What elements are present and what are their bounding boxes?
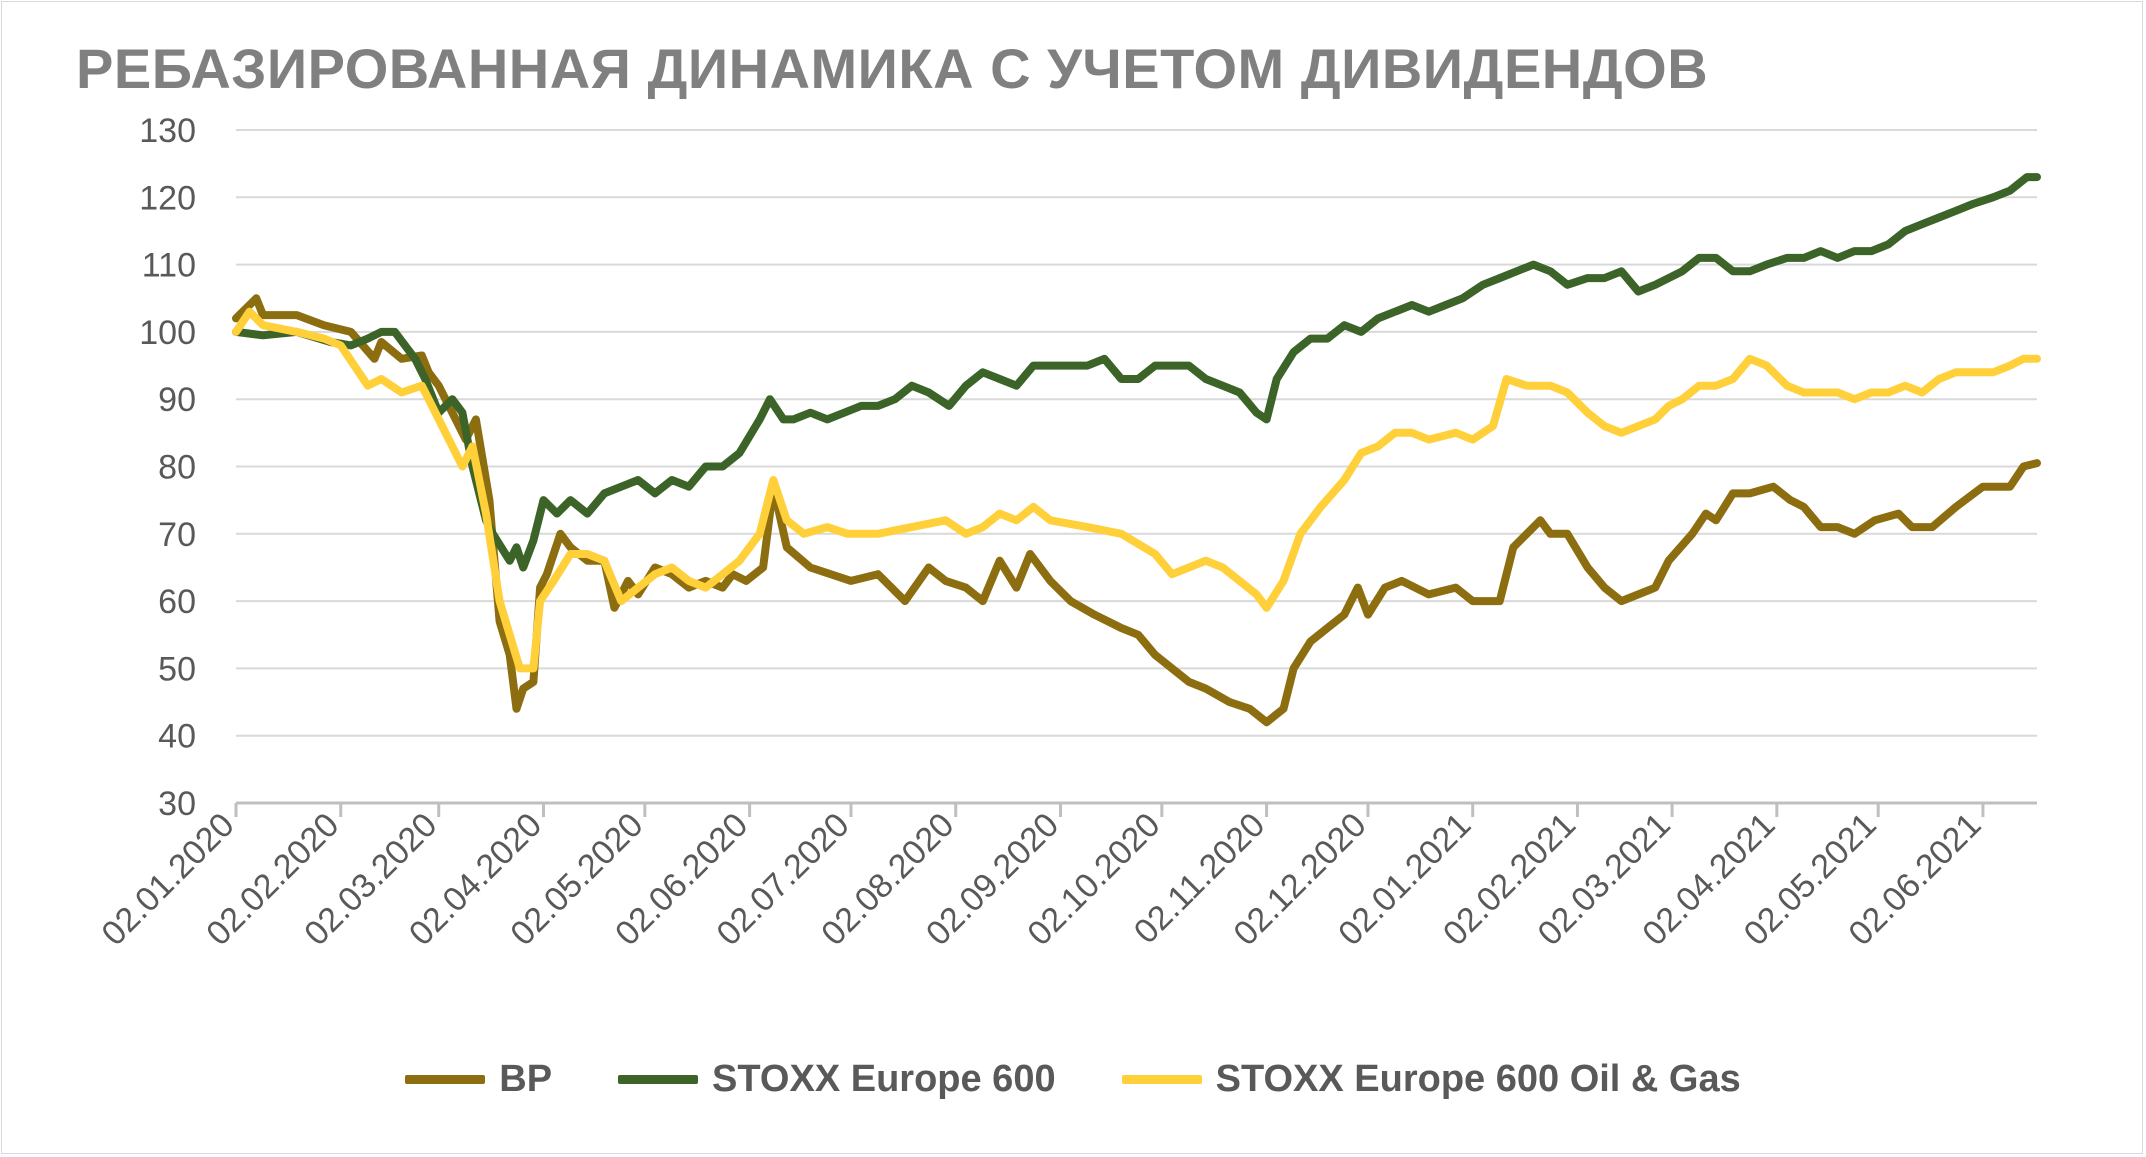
x-tick-labels: 02.01.202002.02.202002.03.202002.04.2020… xyxy=(94,806,1988,953)
y-tick-label: 40 xyxy=(158,718,196,756)
legend: BP STOXX Europe 600 STOXX Europe 600 Oil &… xyxy=(0,1058,2146,1101)
x-axis xyxy=(234,801,2037,817)
y-tick-label: 90 xyxy=(158,381,196,419)
y-tick-label: 80 xyxy=(158,449,196,487)
legend-label: BP xyxy=(499,1058,553,1100)
legend-swatch xyxy=(405,1075,486,1084)
y-tick-label: 70 xyxy=(158,516,196,554)
series-line-stoxx-europe-600-oil-gas xyxy=(232,307,2041,673)
y-tick-label: 110 xyxy=(142,247,196,285)
y-tick-label: 30 xyxy=(158,785,196,823)
legend-label: STOXX Europe 600 Oil & Gas xyxy=(1215,1058,1741,1100)
y-tick-label: 130 xyxy=(139,112,196,150)
y-tick-label: 120 xyxy=(139,179,196,217)
y-tick-labels: 30 40 50 60 70 80 90 100 110 120 130 xyxy=(139,112,196,823)
legend-swatch xyxy=(618,1075,699,1084)
series-line-bp xyxy=(232,294,2041,727)
y-tick-label: 60 xyxy=(158,583,196,621)
y-tick-label: 100 xyxy=(139,314,196,352)
legend-item: STOXX Europe 600 Oil & Gas xyxy=(1121,1058,1741,1101)
legend-swatch xyxy=(1121,1075,1202,1084)
legend-item: BP xyxy=(405,1058,552,1101)
series-lines xyxy=(232,173,2041,727)
series-line-stoxx-europe-600 xyxy=(232,173,2041,572)
legend-item: STOXX Europe 600 xyxy=(618,1058,1056,1101)
chart-title: РЕБАЗИРОВАННАЯ ДИНАМИКА С УЧЕТОМ ДИВИДЕН… xyxy=(76,37,1709,100)
y-tick-label: 50 xyxy=(158,650,196,688)
legend-label: STOXX Europe 600 xyxy=(712,1058,1056,1100)
